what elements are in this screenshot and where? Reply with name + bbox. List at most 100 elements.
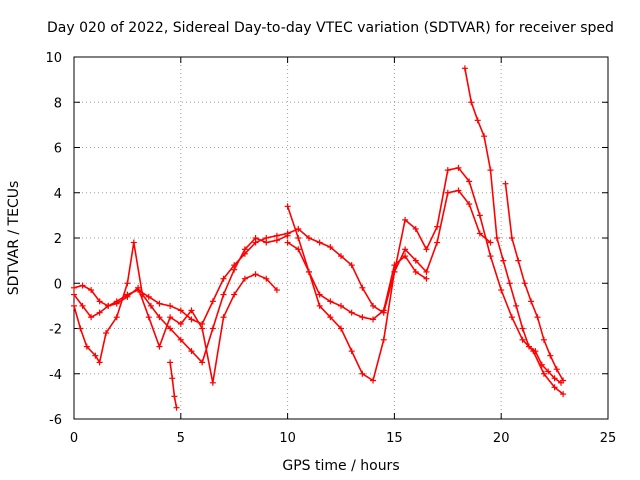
data-point xyxy=(241,246,248,253)
data-point xyxy=(391,262,398,269)
y-tick-label: 0 xyxy=(54,277,62,292)
x-tick-label: 5 xyxy=(177,431,185,446)
data-point xyxy=(263,275,270,282)
data-point xyxy=(538,361,545,368)
data-point xyxy=(532,348,539,355)
chart-title: Day 020 of 2022, Sidereal Day-to-day VTE… xyxy=(47,20,614,36)
data-point xyxy=(284,203,291,210)
data-point xyxy=(466,178,473,185)
y-tick-label: 10 xyxy=(45,51,62,66)
data-point xyxy=(113,314,120,321)
data-point xyxy=(348,309,355,316)
series-track-8 xyxy=(504,183,564,381)
data-point xyxy=(92,352,99,359)
data-point xyxy=(508,235,515,241)
data-point xyxy=(502,180,509,187)
data-point xyxy=(88,287,95,294)
data-point xyxy=(83,343,90,350)
data-point xyxy=(359,284,366,291)
data-point xyxy=(500,257,507,264)
y-tick-label: 6 xyxy=(54,142,62,157)
data-point xyxy=(167,325,174,332)
x-tick-label: 25 xyxy=(600,431,617,446)
data-point xyxy=(348,262,355,269)
data-point xyxy=(177,320,184,327)
data-point xyxy=(560,391,567,398)
data-point xyxy=(231,291,238,298)
data-point xyxy=(209,298,216,305)
data-point xyxy=(79,302,86,309)
data-point xyxy=(402,246,409,253)
grid xyxy=(74,57,608,419)
data-point xyxy=(173,404,180,411)
x-axis-label: GPS time / hours xyxy=(282,458,399,474)
data-point xyxy=(177,336,184,343)
data-point xyxy=(171,393,178,400)
data-point xyxy=(77,325,84,332)
data-point xyxy=(508,314,515,321)
data-point xyxy=(455,164,462,171)
data-point xyxy=(105,302,112,309)
data-point xyxy=(113,300,120,307)
data-point xyxy=(231,266,238,273)
data-point xyxy=(241,275,248,282)
data-point xyxy=(519,325,526,332)
data-point xyxy=(88,314,95,321)
data-point xyxy=(79,282,86,289)
data-point xyxy=(295,246,302,253)
data-point xyxy=(273,237,280,244)
data-point xyxy=(560,377,567,384)
data-point xyxy=(380,307,387,314)
data-point xyxy=(316,302,323,309)
data-point xyxy=(188,316,195,323)
data-point xyxy=(199,325,206,332)
x-tick-label: 20 xyxy=(493,431,510,446)
data-point xyxy=(466,201,473,208)
data-point xyxy=(519,336,526,343)
data-point xyxy=(513,302,520,309)
data-point xyxy=(370,316,377,323)
data-point xyxy=(156,343,163,350)
data-point xyxy=(521,280,528,287)
data-point xyxy=(423,268,430,275)
data-point xyxy=(209,379,216,386)
data-point xyxy=(305,268,312,275)
data-point xyxy=(547,352,554,359)
data-point xyxy=(528,298,535,305)
series-track-6 xyxy=(287,241,427,321)
data-point xyxy=(434,239,441,246)
data-point xyxy=(434,223,441,230)
data-point xyxy=(252,235,259,241)
data-point xyxy=(273,287,280,294)
data-point xyxy=(295,225,302,232)
series-track-4 xyxy=(286,167,564,395)
data-point xyxy=(167,314,174,321)
data-point xyxy=(103,330,110,337)
data-point xyxy=(263,239,270,246)
data-point xyxy=(135,284,142,291)
data-point xyxy=(71,302,77,309)
data-point xyxy=(493,235,500,241)
data-point xyxy=(130,239,137,246)
data-point xyxy=(525,343,532,350)
data-point xyxy=(167,359,174,366)
data-point xyxy=(540,336,547,343)
data-point xyxy=(124,293,131,300)
data-point xyxy=(506,280,513,287)
data-point xyxy=(252,271,259,278)
data-point xyxy=(209,325,216,332)
data-point xyxy=(380,336,387,343)
series-track-9 xyxy=(169,362,178,408)
data-point xyxy=(476,212,483,219)
data-point xyxy=(348,348,355,355)
data-point xyxy=(370,377,377,384)
data-point xyxy=(338,253,344,260)
data-point xyxy=(145,293,152,300)
data-point xyxy=(188,348,195,355)
x-tick-label: 10 xyxy=(279,431,296,446)
data-points xyxy=(71,65,567,411)
data-point xyxy=(316,239,323,246)
data-point xyxy=(370,302,377,309)
data-point xyxy=(338,302,344,309)
